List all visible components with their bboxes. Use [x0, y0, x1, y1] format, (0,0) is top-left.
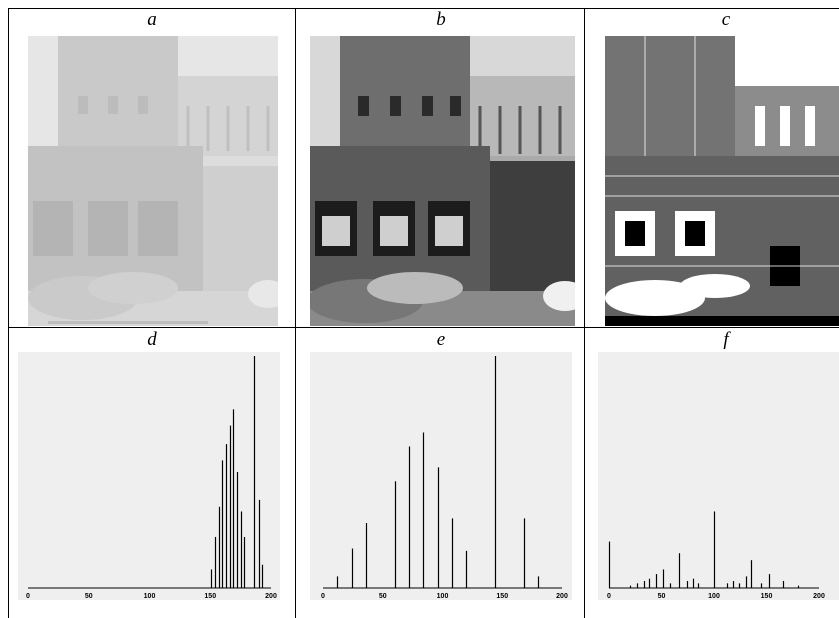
x-tick-label: 150 — [496, 593, 508, 600]
figure-grid — [8, 8, 839, 618]
plot-background — [598, 352, 839, 600]
x-tick-label: 50 — [85, 593, 93, 600]
histogram-e: 0 50 100 150 200 — [310, 352, 572, 600]
x-tick-label: 100 — [708, 593, 720, 600]
x-tick-label: 50 — [658, 593, 666, 600]
x-tick-label: 50 — [379, 593, 387, 600]
x-tick-label: 0 — [26, 593, 30, 600]
x-tick-label: 200 — [556, 593, 568, 600]
histogram-f: 0 50 100 150 200 — [598, 352, 839, 600]
panel-label-b: b — [436, 9, 446, 30]
x-tick-label: 150 — [204, 593, 216, 600]
photo-equalized — [310, 36, 575, 326]
x-tick-label: 0 — [607, 593, 611, 600]
panel-label-f: f — [723, 329, 729, 350]
x-tick-label: 100 — [144, 593, 156, 600]
column-divider-1 — [295, 8, 296, 618]
row-divider — [8, 327, 839, 328]
panel-label-a: a — [147, 9, 157, 30]
x-tick-label: 100 — [437, 593, 449, 600]
column-divider-2 — [584, 8, 585, 618]
panel-label-c: c — [721, 9, 731, 30]
panel-label-d: d — [147, 329, 157, 350]
x-tick-label: 0 — [321, 593, 325, 600]
photo-binary-edges — [605, 36, 839, 326]
x-tick-label: 200 — [813, 593, 825, 600]
panel-label-e: e — [436, 329, 446, 350]
photo-low-contrast — [28, 36, 278, 326]
plot-background — [310, 352, 572, 600]
x-tick-label: 150 — [761, 593, 773, 600]
plot-background — [18, 352, 280, 600]
histogram-d: 0 50 100 150 200 — [18, 352, 280, 600]
x-tick-label: 200 — [265, 593, 277, 600]
